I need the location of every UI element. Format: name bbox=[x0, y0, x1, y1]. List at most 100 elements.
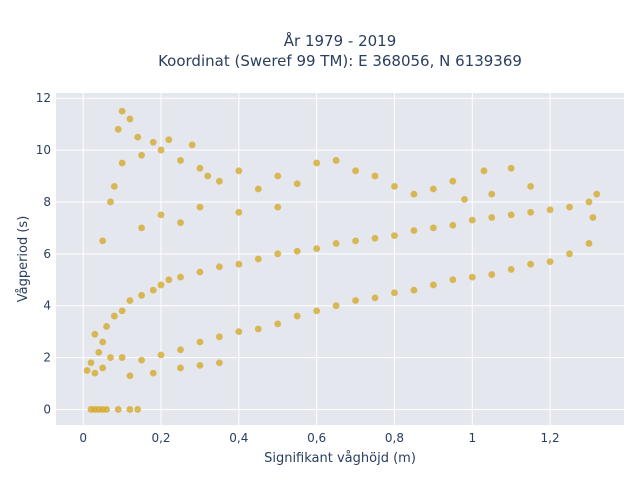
scatter-point bbox=[488, 214, 496, 221]
scatter-point bbox=[507, 211, 515, 219]
scatter-point bbox=[114, 406, 122, 413]
scatter-point bbox=[332, 157, 340, 164]
scatter-point bbox=[149, 369, 157, 377]
plot-background bbox=[56, 93, 624, 425]
scatter-point bbox=[134, 133, 142, 141]
scatter-point bbox=[99, 338, 107, 346]
scatter-point bbox=[313, 307, 321, 315]
scatter-point bbox=[274, 203, 282, 211]
scatter-point bbox=[165, 136, 173, 144]
y-tick-label: 2 bbox=[43, 351, 51, 365]
scatter-point bbox=[585, 240, 593, 247]
scatter-point bbox=[254, 255, 262, 263]
scatter-point bbox=[429, 224, 437, 232]
scatter-point bbox=[352, 297, 359, 304]
scatter-point bbox=[107, 354, 114, 361]
scatter-point bbox=[371, 234, 379, 242]
scatter-point bbox=[352, 237, 359, 245]
scatter-point bbox=[391, 232, 398, 240]
scatter-point bbox=[110, 312, 118, 320]
scatter-point bbox=[507, 265, 515, 273]
scatter-point bbox=[449, 221, 457, 229]
scatter-point bbox=[410, 190, 418, 198]
scatter-point bbox=[274, 172, 282, 180]
scatter-point bbox=[527, 208, 535, 216]
scatter-point bbox=[157, 211, 165, 219]
scatter-point bbox=[165, 276, 173, 284]
scatter-point bbox=[254, 185, 262, 193]
scatter-point bbox=[177, 364, 184, 372]
scatter-point bbox=[546, 206, 554, 214]
scatter-point bbox=[235, 260, 243, 268]
scatter-point bbox=[91, 330, 99, 338]
x-tick-label: 0 bbox=[79, 431, 87, 445]
scatter-point bbox=[91, 369, 99, 377]
scatter-point bbox=[134, 406, 142, 413]
scatter-point bbox=[110, 182, 118, 190]
grid-layer bbox=[56, 93, 624, 425]
scatter-point bbox=[293, 247, 301, 255]
scatter-point bbox=[177, 273, 184, 281]
scatter-point bbox=[313, 159, 321, 167]
y-tick-label: 4 bbox=[43, 299, 51, 313]
scatter-point bbox=[126, 115, 134, 123]
scatter-point bbox=[196, 164, 204, 172]
scatter-point bbox=[254, 325, 262, 333]
scatter-point bbox=[507, 164, 515, 172]
scatter-point bbox=[527, 182, 535, 190]
x-axis-title: Signifikant våghöjd (m) bbox=[264, 451, 416, 466]
x-tick-label: 1 bbox=[468, 431, 476, 445]
scatter-point bbox=[107, 198, 114, 206]
scatter-point bbox=[118, 354, 126, 361]
scatter-point bbox=[138, 224, 145, 232]
scatter-point bbox=[99, 364, 107, 372]
x-tick-label: 0,2 bbox=[151, 431, 170, 445]
scatter-point bbox=[149, 138, 157, 146]
scatter-point bbox=[215, 263, 223, 271]
x-ticks: 0 0,2 0,4 0,6 0,8 1 1,2 bbox=[79, 431, 559, 445]
scatter-point bbox=[188, 141, 196, 149]
scatter-point bbox=[449, 276, 457, 284]
scatter-point bbox=[293, 180, 301, 188]
y-axis-title: Vågperiod (s) bbox=[16, 216, 31, 303]
chart-title-line-1: År 1979 - 2019 bbox=[284, 31, 397, 50]
x-tick-label: 1,2 bbox=[541, 431, 560, 445]
y-ticks: 0 2 4 6 8 10 12 bbox=[36, 91, 51, 416]
scatter-point bbox=[138, 151, 145, 159]
scatter-point bbox=[118, 159, 126, 167]
scatter-point bbox=[196, 268, 204, 276]
scatter-point bbox=[177, 219, 184, 227]
scatter-point bbox=[204, 172, 212, 180]
scatter-point bbox=[177, 346, 184, 354]
scatter-point bbox=[149, 286, 157, 294]
scatter-point bbox=[429, 185, 437, 193]
y-tick-label: 12 bbox=[36, 91, 51, 105]
y-tick-label: 0 bbox=[43, 402, 51, 416]
scatter-point bbox=[103, 406, 110, 413]
scatter-point bbox=[157, 351, 165, 359]
scatter-point bbox=[352, 167, 359, 175]
scatter-point bbox=[126, 372, 134, 380]
y-tick-label: 6 bbox=[43, 247, 51, 261]
scatter-point bbox=[429, 281, 437, 289]
scatter-point bbox=[391, 182, 398, 190]
scatter-point bbox=[157, 281, 165, 289]
scatter-point bbox=[215, 359, 223, 367]
scatter-point bbox=[126, 297, 134, 304]
scatter-point bbox=[87, 359, 95, 367]
scatter-point bbox=[235, 208, 243, 216]
scatter-point bbox=[274, 250, 282, 258]
scatter-point bbox=[566, 250, 573, 258]
chart-title-line-2: Koordinat (Sweref 99 TM): E 368056, N 61… bbox=[158, 52, 522, 70]
scatter-point bbox=[371, 294, 379, 302]
y-tick-label: 10 bbox=[36, 143, 51, 157]
scatter-point bbox=[566, 203, 573, 211]
scatter-point bbox=[391, 289, 398, 297]
scatter-point bbox=[332, 302, 340, 310]
scatter-point bbox=[99, 237, 107, 245]
scatter-point bbox=[103, 323, 110, 330]
points-layer bbox=[83, 107, 601, 413]
y-tick-label: 8 bbox=[43, 195, 51, 209]
scatter-point bbox=[274, 320, 282, 328]
